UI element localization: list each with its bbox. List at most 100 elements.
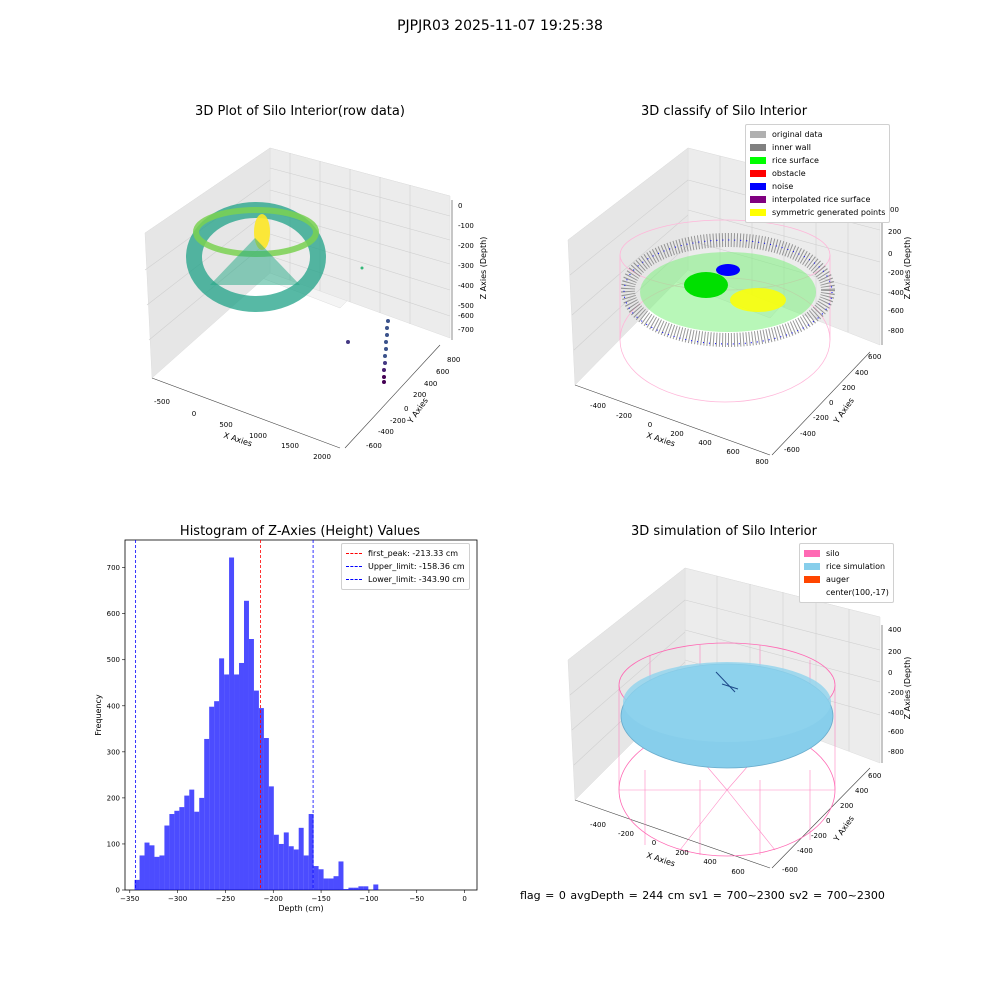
legend-swatch	[804, 589, 820, 596]
p2-ytick: -200	[813, 414, 829, 422]
hist-ytick-label: 400	[107, 702, 120, 710]
hist-ytick-label: 500	[107, 656, 120, 664]
hist-xtick-label: −150	[311, 895, 330, 903]
p4-ytick: -200	[811, 832, 827, 840]
hist-bar	[263, 738, 269, 890]
hist-bar	[194, 811, 200, 890]
panel3-title: Histogram of Z-Axies (Height) Values	[179, 524, 421, 539]
hist-bar	[224, 674, 230, 890]
panel2-points	[619, 219, 835, 403]
hist-bar	[139, 855, 145, 890]
hist-bar	[353, 887, 359, 890]
p2-ztick: 200	[888, 228, 901, 236]
p4-ztick: 200	[888, 648, 901, 656]
hist-ytick-label: 600	[107, 610, 120, 618]
hist-bar	[258, 708, 264, 890]
p4-ytick: 0	[826, 817, 830, 825]
legend-swatch	[750, 209, 766, 216]
p4-ylabel: Y Axies	[831, 814, 856, 844]
p1-xtick: 1000	[249, 432, 267, 440]
p1-ztick: -100	[458, 222, 474, 230]
panel1-title: 3D Plot of Silo Interior(row data)	[195, 104, 405, 119]
hist-bar	[333, 876, 339, 890]
legend-label: noise	[772, 182, 794, 191]
hist-y-ticks: 0 100 200 300 400 500 600 700	[107, 564, 125, 895]
hist-bar	[179, 807, 185, 890]
legend-label: Upper_limit: -158.36 cm	[368, 562, 465, 571]
hist-bar	[273, 834, 279, 890]
panel2-legend: original data inner wall rice surface ob…	[745, 124, 891, 223]
p2-xtick: 0	[648, 421, 652, 429]
p2-ztick: 00	[890, 206, 899, 214]
legend-label: first_peak: -213.33 cm	[368, 549, 459, 558]
panel1-points	[186, 202, 390, 384]
hist-xtick-label: 0	[462, 895, 466, 903]
hist-ytick-label: 0	[116, 887, 120, 895]
legend-swatch	[750, 170, 766, 177]
legend-item: Lower_limit: -343.90 cm	[346, 573, 465, 586]
p1-xtick: -500	[154, 398, 170, 406]
p1-ytick: 200	[413, 391, 426, 399]
panel2-symmetric	[730, 288, 786, 312]
hist-bar	[328, 878, 334, 890]
panel2-noise	[716, 264, 740, 276]
p4-xtick: -200	[618, 830, 634, 838]
hist-bars	[134, 557, 379, 890]
status-footer: flag = 0 avgDepth = 244 cm sv1 = 700~230…	[520, 889, 885, 902]
hist-bar	[159, 855, 165, 890]
panel2-noise-ring	[623, 239, 833, 345]
hist-bar	[293, 849, 299, 890]
legend-item: inner wall	[750, 141, 885, 154]
p2-xtick: 800	[755, 458, 768, 466]
p2-ytick: 200	[842, 384, 855, 392]
legend-item: auger	[804, 573, 889, 586]
hist-bar	[298, 827, 304, 890]
legend-swatch	[804, 563, 820, 570]
p4-ztick: 0	[888, 669, 892, 677]
panel3-axes: −350 −300 −250 −200 −150 −100 −50 0 0 100 200 300 4…	[94, 539, 478, 913]
hist-bar	[214, 701, 220, 890]
panel2-inner-wall	[621, 233, 835, 347]
p1-xtick: 0	[192, 410, 196, 418]
legend-item: first_peak: -213.33 cm	[346, 547, 465, 560]
hist-bar	[199, 797, 205, 890]
legend-swatch	[804, 550, 820, 557]
p1-ytick: 600	[436, 368, 449, 376]
p4-xtick: 0	[652, 839, 656, 847]
p2-ztick: 0	[888, 250, 892, 258]
hist-bar	[348, 887, 354, 890]
p1-ztick: 0	[458, 202, 462, 210]
p4-ztick: -200	[888, 689, 904, 697]
legend-label: obstacle	[772, 169, 806, 178]
p1-ytick: 800	[447, 356, 460, 364]
legend-label: inner wall	[772, 143, 812, 152]
hist-xtick-label: −50	[409, 895, 424, 903]
p2-ytick: 400	[855, 369, 868, 377]
hist-legend: first_peak: -213.33 cm Upper_limit: -158…	[341, 543, 470, 590]
hist-bar	[174, 810, 180, 890]
hist-ytick-label: 300	[107, 748, 120, 756]
legend-item: obstacle	[750, 167, 885, 180]
legend-line	[346, 566, 362, 567]
legend-item: rice surface	[750, 154, 885, 167]
p2-xtick: -200	[616, 412, 632, 420]
p1-ztick: -700	[458, 326, 474, 334]
p4-zlabel: Z Axies (Depth)	[903, 657, 912, 720]
p2-zlabel: Z Axies (Depth)	[903, 237, 912, 300]
p1-ytick: 0	[404, 405, 408, 413]
hist-bar	[373, 884, 379, 890]
hist-bar	[234, 674, 240, 890]
p2-ztick: -800	[888, 327, 904, 335]
legend-label: silo	[826, 549, 840, 558]
hist-bar	[248, 639, 254, 890]
panel1-outlier	[360, 266, 364, 270]
p2-ytick: -600	[784, 446, 800, 454]
hist-bar	[358, 886, 364, 890]
p4-ztick: 400	[888, 626, 901, 634]
p4-xtick: 200	[675, 849, 688, 857]
panel1-gridlines	[144, 153, 451, 341]
hist-bar	[288, 846, 294, 890]
p4-ztick: -400	[888, 709, 904, 717]
p2-ytick: 0	[829, 399, 833, 407]
p2-ztick: -400	[888, 289, 904, 297]
